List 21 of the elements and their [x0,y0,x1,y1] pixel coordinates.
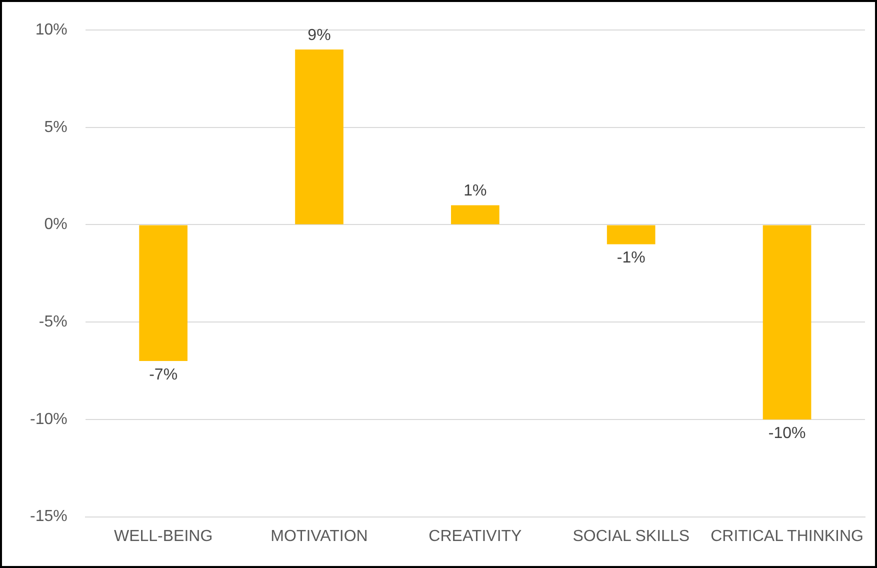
data-label: 1% [464,182,487,200]
y-tick-label: -5% [38,313,68,330]
data-label: -7% [149,366,178,384]
y-tick-label: 0% [44,216,68,234]
x-tick-label: SOCIAL SKILLS [572,528,690,545]
y-tick-label: 5% [44,118,68,136]
y-tick-label: -10% [30,410,68,428]
x-tick-label: MOTIVATION [270,528,368,545]
bar [762,225,812,420]
x-tick-label: WELL-BEING [114,528,213,545]
x-tick-label: CRITICAL THINKING [710,528,864,545]
bar [606,225,656,244]
bar [139,225,188,362]
bar [451,205,500,224]
data-label: -1% [616,250,646,267]
x-tick-label: CREATIVITY [428,528,522,545]
y-tick-label: -15% [30,508,68,526]
y-tick-label: 10% [35,21,68,38]
data-label: -10% [768,424,806,442]
bar [295,49,344,224]
data-label: 9% [308,26,331,44]
